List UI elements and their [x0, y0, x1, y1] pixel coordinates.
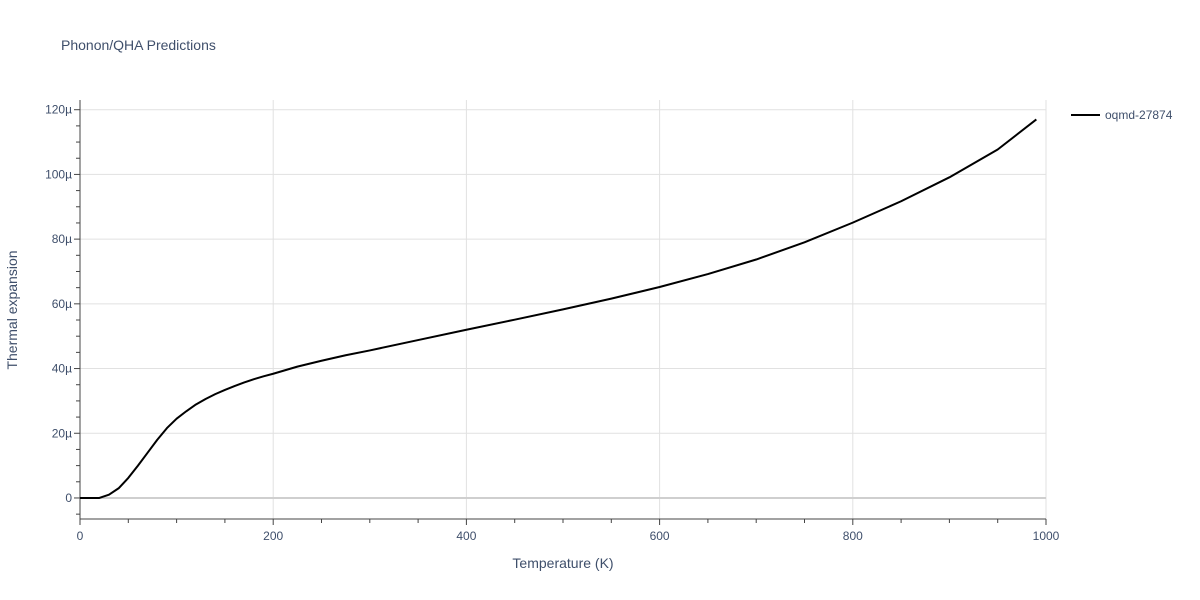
ticks: 0 200 400 600 800 1000 0 20µ 40µ 60µ 80µ 100µ 120µ	[45, 103, 1060, 543]
y-tick-label: 80µ	[52, 232, 72, 246]
x-tick-label: 0	[77, 529, 84, 543]
y-tick-label: 0	[65, 491, 72, 505]
y-tick-label: 100µ	[45, 167, 72, 181]
grid	[80, 100, 1047, 519]
y-axis-title: Thermal expansion	[4, 250, 20, 369]
x-tick-label: 1000	[1033, 529, 1060, 543]
series-line	[80, 118, 1037, 499]
y-tick-label: 20µ	[52, 426, 72, 440]
y-tick-label: 60µ	[52, 297, 72, 311]
x-tick-label: 200	[263, 529, 283, 543]
series-lines	[80, 118, 1037, 499]
chart-title: Phonon/QHA Predictions	[61, 37, 216, 53]
y-tick-label: 40µ	[52, 362, 72, 376]
x-axis-title: Temperature (K)	[512, 555, 613, 571]
x-tick-label: 400	[456, 529, 476, 543]
x-tick-label: 600	[650, 529, 670, 543]
legend-label[interactable]: oqmd-27874	[1105, 108, 1173, 122]
legend[interactable]: oqmd-27874	[1071, 108, 1173, 122]
y-tick-label: 120µ	[45, 103, 72, 117]
x-tick-label: 800	[843, 529, 863, 543]
